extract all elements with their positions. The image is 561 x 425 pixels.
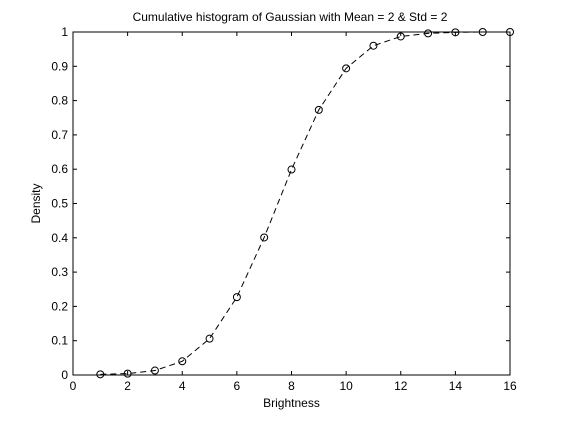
data-point-marker xyxy=(369,41,378,50)
data-point-marker xyxy=(314,105,323,114)
data-point-marker xyxy=(178,357,187,366)
data-point-marker xyxy=(232,293,241,302)
y-tick-label: 0 xyxy=(61,368,68,382)
y-tick-label: 0.2 xyxy=(51,299,68,313)
data-point-marker xyxy=(123,369,132,378)
x-tick-label: 10 xyxy=(339,379,353,393)
chart-title: Cumulative histogram of Gaussian with Me… xyxy=(133,10,448,24)
y-tick-label: 0.8 xyxy=(51,94,68,108)
data-point-marker xyxy=(150,366,159,375)
series-line xyxy=(100,31,510,375)
data-point-marker xyxy=(478,28,487,36)
data-point-marker xyxy=(424,29,433,38)
x-axis-label: Brightness xyxy=(263,396,320,410)
x-tick-label: 8 xyxy=(288,379,295,393)
x-tick-label: 2 xyxy=(124,379,131,393)
x-tick-label: 6 xyxy=(234,379,241,393)
y-tick-label: 0.6 xyxy=(51,162,68,176)
x-tick-label: 4 xyxy=(179,379,186,393)
y-tick-label: 0.4 xyxy=(51,231,68,245)
plot-frame xyxy=(72,31,511,376)
data-point-marker xyxy=(287,165,296,174)
y-tick-label: 0.9 xyxy=(51,59,68,73)
data-point-marker xyxy=(506,28,514,36)
x-tick-label: 14 xyxy=(449,379,463,393)
y-tick-label: 0.1 xyxy=(51,334,68,348)
y-tick-label: 0.5 xyxy=(51,197,68,211)
data-point-marker xyxy=(260,233,269,242)
y-tick-label: 0.3 xyxy=(51,265,68,279)
data-point-marker xyxy=(396,32,405,41)
x-tick-label: 16 xyxy=(503,379,517,393)
x-tick-label: 0 xyxy=(70,379,77,393)
y-axis-label: Density xyxy=(29,183,43,223)
tick-labels-layer: 0 2 4 6 8 10 12 14 16 0 0.1 0.2 0.3 0.4 0.5 0.6 0.7 0.8 0.… xyxy=(51,25,517,393)
ticks-layer xyxy=(72,31,511,376)
y-tick-label: 0.7 xyxy=(51,128,68,142)
x-tick-label: 12 xyxy=(394,379,408,393)
data-point-marker xyxy=(205,334,214,343)
data-point-marker xyxy=(96,370,105,379)
y-tick-label: 1 xyxy=(61,25,68,39)
data-point-marker xyxy=(342,64,351,73)
data-point-marker xyxy=(451,28,460,37)
series-layer xyxy=(96,28,514,379)
